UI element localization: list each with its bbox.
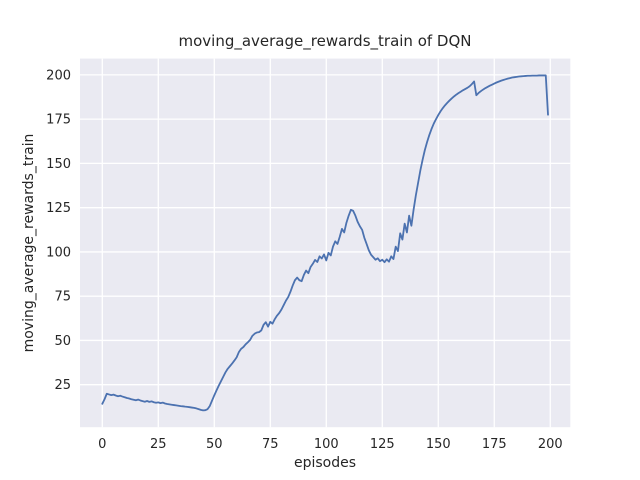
plot-area bbox=[80, 58, 571, 428]
x-tick-label: 200 bbox=[538, 437, 563, 452]
x-tick-label: 25 bbox=[150, 437, 167, 452]
y-tick-label: 125 bbox=[46, 201, 71, 216]
y-tick-label: 100 bbox=[46, 245, 71, 260]
y-tick-label: 175 bbox=[46, 113, 71, 128]
reward-line-series bbox=[101, 74, 549, 412]
x-tick-label: 75 bbox=[262, 437, 279, 452]
y-tick-label: 25 bbox=[54, 378, 71, 393]
y-tick-label: 50 bbox=[54, 334, 71, 349]
y-tick-label: 75 bbox=[54, 290, 71, 305]
x-tick-label: 175 bbox=[482, 437, 507, 452]
x-tick-label: 50 bbox=[206, 437, 223, 452]
gridlines bbox=[80, 58, 571, 428]
x-axis-label: episodes bbox=[294, 455, 356, 471]
x-tick-label: 0 bbox=[98, 437, 106, 452]
x-tick-label: 150 bbox=[426, 437, 451, 452]
x-tick-label: 125 bbox=[370, 437, 395, 452]
x-tick-label: 100 bbox=[314, 437, 339, 452]
y-axis-label: moving_average_rewards_train bbox=[21, 134, 37, 353]
tick-labels: 0 25 50 75 100 125 150 175 200 25 50 75 100 125 150 175… bbox=[46, 68, 562, 452]
chart-title: moving_average_rewards_train of DQN bbox=[178, 32, 471, 51]
y-tick-label: 150 bbox=[46, 157, 71, 172]
y-tick-label: 200 bbox=[46, 68, 71, 83]
